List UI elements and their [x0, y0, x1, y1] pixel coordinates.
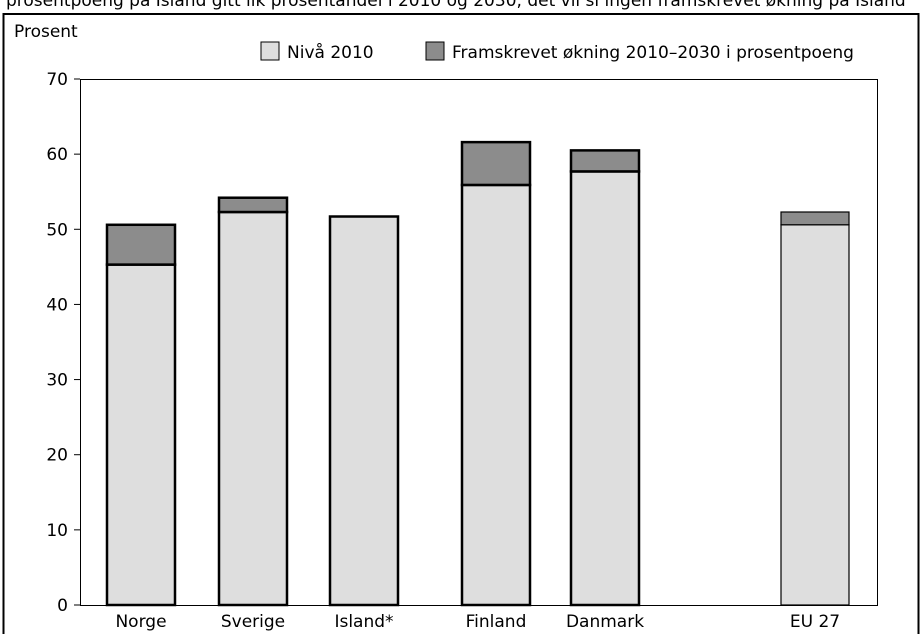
- chart-frame: [2, 13, 920, 638]
- bar-segment: [105, 223, 177, 266]
- bar-segment: [569, 149, 641, 173]
- legend-swatch-increase: [425, 41, 445, 61]
- x-tick-label: Danmark: [566, 612, 644, 632]
- legend-swatch-level-2010: [260, 41, 280, 61]
- y-tick-label: 50: [46, 220, 68, 240]
- x-tick-label: Sverige: [221, 612, 285, 632]
- y-tick-label: 0: [57, 596, 68, 616]
- x-tick-label: Island*: [334, 612, 393, 632]
- y-tick-label: 70: [46, 70, 68, 90]
- bar-segment: [328, 215, 400, 607]
- x-tick-label: Norge: [115, 612, 166, 632]
- y-axis: 0 10 20 30 40 50 60 70: [46, 70, 80, 616]
- legend: Nivå 2010 Framskrevet økning 2010–2030 i…: [260, 41, 854, 63]
- y-tick-label: 20: [46, 446, 68, 466]
- y-tick-label: 40: [46, 295, 68, 315]
- bar-segment: [460, 183, 532, 607]
- legend-label-level-2010: Nivå 2010: [287, 42, 374, 63]
- y-tick-label: 60: [46, 145, 68, 165]
- x-tick-label: EU 27: [790, 612, 840, 632]
- bar-segment: [780, 211, 850, 226]
- bar-segment: [217, 210, 289, 607]
- y-tick-label: 10: [46, 521, 68, 541]
- bars: [105, 140, 850, 607]
- x-tick-label: Finland: [466, 612, 527, 632]
- header-caption: prosentpoeng på Island gitt lik prosenta…: [6, 0, 906, 11]
- bar-segment: [217, 196, 289, 214]
- legend-label-increase: Framskrevet økning 2010–2030 i prosentpo…: [452, 43, 854, 63]
- y-tick-label: 30: [46, 371, 68, 391]
- bar-segment: [460, 140, 532, 187]
- y-axis-label: Prosent: [14, 22, 78, 42]
- bar-segment: [780, 224, 850, 606]
- bar-segment: [569, 170, 641, 607]
- bar-segment: [105, 263, 177, 607]
- x-axis: Norge Sverige Island* Finland Danmark EU 27: [115, 612, 840, 632]
